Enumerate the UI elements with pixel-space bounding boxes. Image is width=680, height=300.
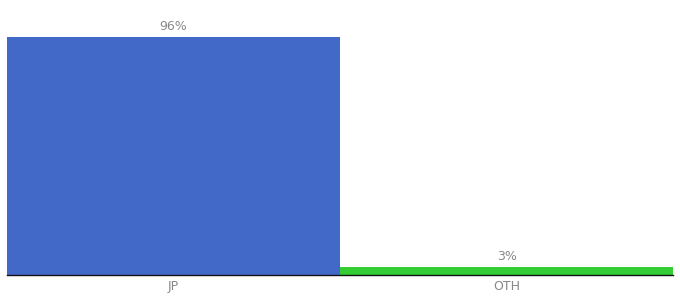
Text: 3%: 3% <box>496 250 517 263</box>
Text: 96%: 96% <box>160 20 188 33</box>
Bar <box>7 37 340 274</box>
Bar <box>340 267 673 274</box>
